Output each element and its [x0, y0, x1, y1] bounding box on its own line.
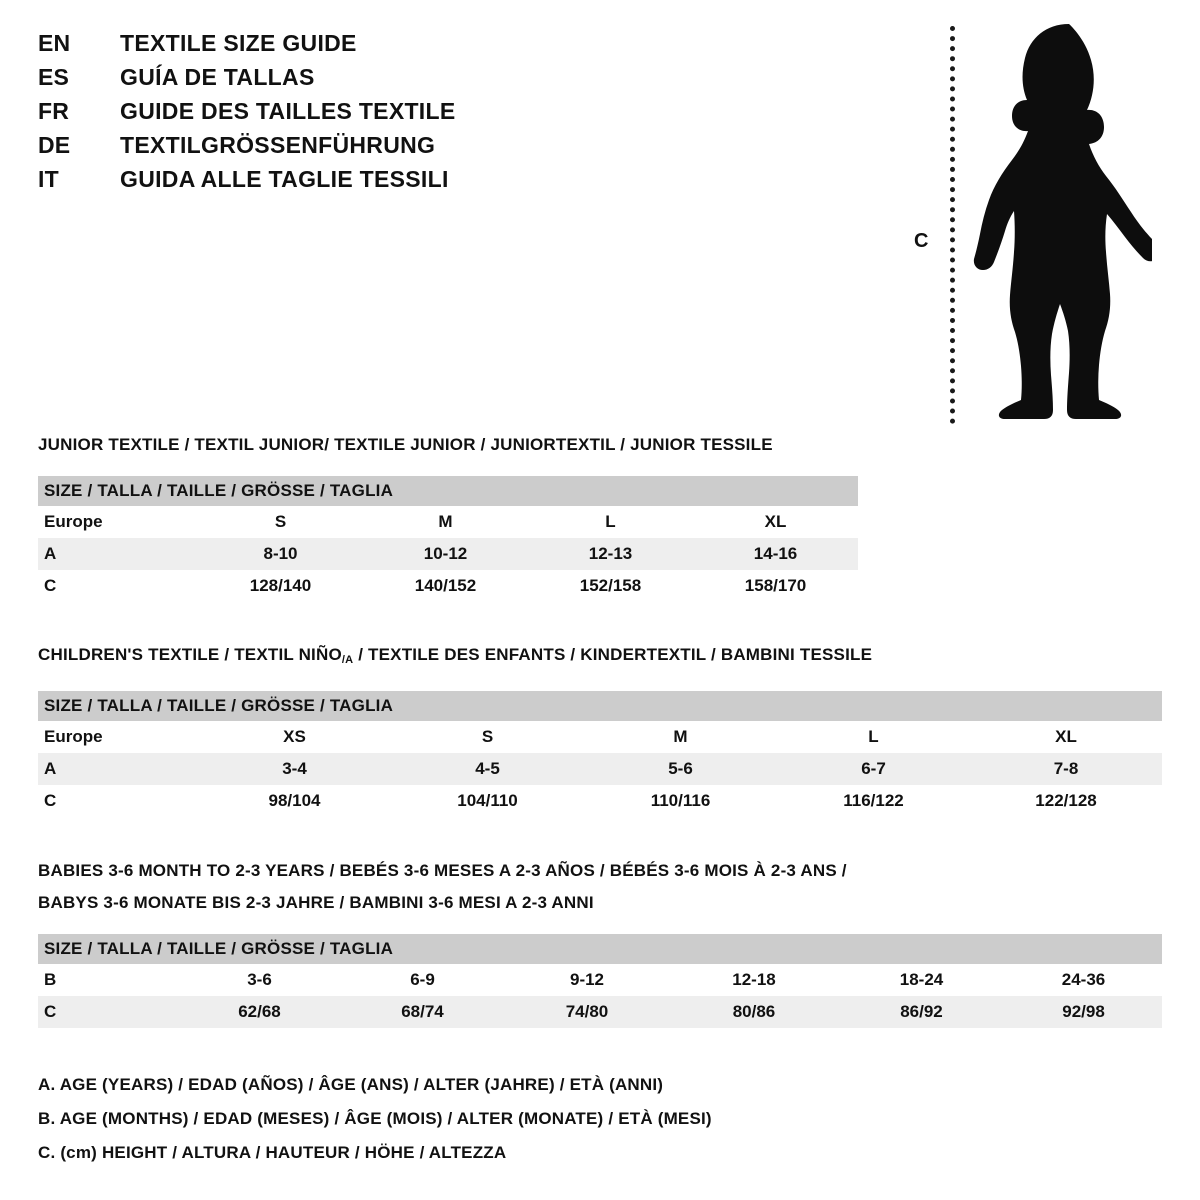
table-children-r2-c2: 110/116 — [584, 785, 777, 817]
table-children-r2-c1: 104/110 — [391, 785, 584, 817]
language-row-de: DE TEXTILGRÖSSENFÜHRUNG — [38, 132, 598, 166]
table-babies: SIZE / TALLA / TAILLE / GRÖSSE / TAGLIA … — [38, 934, 1163, 1028]
table-babies-r1-c5: 92/98 — [1005, 996, 1163, 1028]
table-children-r0-c0: XS — [198, 721, 391, 753]
child-silhouette-icon — [973, 24, 1152, 419]
table-children-r0-c3: L — [777, 721, 970, 753]
table-junior-size-header: SIZE / TALLA / TAILLE / GRÖSSE / TAGLIA — [38, 476, 859, 506]
table-row: Europe S M L XL — [38, 506, 859, 538]
language-title-block: EN TEXTILE SIZE GUIDE ES GUÍA DE TALLAS … — [38, 30, 598, 200]
section-children-textile: CHILDREN'S TEXTILE / TEXTIL NIÑO/A / TEX… — [38, 642, 1163, 817]
table-junior-r2-c2: 152/158 — [528, 570, 693, 602]
section-title-junior: JUNIOR TEXTILE / TEXTIL JUNIOR/ TEXTILE … — [38, 435, 773, 454]
language-row-it: IT GUIDA ALLE TAGLIE TESSILI — [38, 166, 598, 200]
measure-label-c: C — [914, 230, 929, 252]
table-junior-r0-label: Europe — [38, 506, 198, 538]
table-junior-r2-c0: 128/140 — [198, 570, 363, 602]
table-babies-size-header: SIZE / TALLA / TAILLE / GRÖSSE / TAGLIA — [38, 934, 1163, 964]
table-junior-r1-c0: 8-10 — [198, 538, 363, 570]
table-children-size-header-row: SIZE / TALLA / TAILLE / GRÖSSE / TAGLIA — [38, 691, 1163, 721]
legend-block: A. AGE (YEARS) / EDAD (AÑOS) / ÂGE (ANS)… — [38, 1068, 938, 1170]
table-babies-size-header-row: SIZE / TALLA / TAILLE / GRÖSSE / TAGLIA — [38, 934, 1163, 964]
table-junior: SIZE / TALLA / TAILLE / GRÖSSE / TAGLIA … — [38, 476, 859, 602]
table-junior-r1-label: A — [38, 538, 198, 570]
table-babies-r1-c2: 74/80 — [504, 996, 670, 1028]
section-title-children-sub: /A — [341, 654, 354, 666]
table-junior-r1-c1: 10-12 — [363, 538, 528, 570]
table-children-r1-c2: 5-6 — [584, 753, 777, 785]
height-measurement-figure: C — [900, 12, 1170, 424]
table-children-r1-c3: 6-7 — [777, 753, 970, 785]
table-junior-r1-c2: 12-13 — [528, 538, 693, 570]
table-junior-r2-c3: 158/170 — [693, 570, 859, 602]
table-babies-r1-c4: 86/92 — [838, 996, 1005, 1028]
table-babies-r1-c1: 68/74 — [341, 996, 504, 1028]
table-babies-r1-c0: 62/68 — [178, 996, 341, 1028]
table-babies-r0-c0: 3-6 — [178, 964, 341, 996]
section-babies-textile: BABIES 3-6 MONTH TO 2-3 YEARS / BEBÉS 3-… — [38, 858, 1163, 1028]
table-babies-r0-c2: 9-12 — [504, 964, 670, 996]
table-children-r1-label: A — [38, 753, 198, 785]
table-junior-r1-c3: 14-16 — [693, 538, 859, 570]
section-title-babies-line2: BABYS 3-6 MONATE BIS 2-3 JAHRE / BAMBINI… — [38, 893, 594, 912]
table-children-r2-c0: 98/104 — [198, 785, 391, 817]
table-children-r1-c0: 3-4 — [198, 753, 391, 785]
table-babies-r0-c5: 24-36 — [1005, 964, 1163, 996]
table-children-size-header: SIZE / TALLA / TAILLE / GRÖSSE / TAGLIA — [38, 691, 1163, 721]
table-junior-r2-label: C — [38, 570, 198, 602]
language-code-en: EN — [38, 30, 71, 56]
table-row: C 128/140 140/152 152/158 158/170 — [38, 570, 859, 602]
legend-line-a: A. AGE (YEARS) / EDAD (AÑOS) / ÂGE (ANS)… — [38, 1075, 664, 1094]
language-title-fr: GUIDE DES TAILLES TEXTILE — [120, 98, 456, 124]
language-title-it: GUIDA ALLE TAGLIE TESSILI — [120, 166, 449, 192]
table-babies-r1-c3: 80/86 — [670, 996, 838, 1028]
table-row: C 98/104 104/110 110/116 116/122 122/128 — [38, 785, 1163, 817]
table-children-r2-c4: 122/128 — [970, 785, 1163, 817]
language-title-en: TEXTILE SIZE GUIDE — [120, 30, 357, 56]
language-row-es: ES GUÍA DE TALLAS — [38, 64, 598, 98]
language-code-es: ES — [38, 64, 70, 90]
table-junior-r0-c3: XL — [693, 506, 859, 538]
table-junior-r2-c1: 140/152 — [363, 570, 528, 602]
table-junior-size-header-row: SIZE / TALLA / TAILLE / GRÖSSE / TAGLIA — [38, 476, 859, 506]
language-title-es: GUÍA DE TALLAS — [120, 64, 315, 90]
section-junior-textile: JUNIOR TEXTILE / TEXTIL JUNIOR/ TEXTILE … — [38, 432, 859, 602]
table-children-r2-c3: 116/122 — [777, 785, 970, 817]
table-row: A 3-4 4-5 5-6 6-7 7-8 — [38, 753, 1163, 785]
language-code-it: IT — [38, 166, 59, 192]
table-children-r1-c4: 7-8 — [970, 753, 1163, 785]
language-title-de: TEXTILGRÖSSENFÜHRUNG — [120, 132, 436, 158]
table-babies-r1-label: C — [38, 996, 178, 1028]
table-row: C 62/68 68/74 74/80 80/86 86/92 92/98 — [38, 996, 1163, 1028]
table-junior-r0-c0: S — [198, 506, 363, 538]
table-babies-r0-c3: 12-18 — [670, 964, 838, 996]
legend-line-c: C. (cm) HEIGHT / ALTURA / HAUTEUR / HÖHE… — [38, 1143, 507, 1162]
table-children-r0-c2: M — [584, 721, 777, 753]
table-children-r2-label: C — [38, 785, 198, 817]
table-row: Europe XS S M L XL — [38, 721, 1163, 753]
table-row: A 8-10 10-12 12-13 14-16 — [38, 538, 859, 570]
table-babies-r0-c4: 18-24 — [838, 964, 1005, 996]
height-dashed-line — [950, 26, 955, 424]
section-title-children-part2: / TEXTILE DES ENFANTS / KINDERTEXTIL / B… — [353, 645, 873, 664]
table-junior-r0-c2: L — [528, 506, 693, 538]
table-babies-r0-c1: 6-9 — [341, 964, 504, 996]
legend-line-b: B. AGE (MONTHS) / EDAD (MESES) / ÂGE (MO… — [38, 1109, 712, 1128]
section-title-children: CHILDREN'S TEXTILE / TEXTIL NIÑO/A / TEX… — [38, 642, 1162, 673]
section-title-babies-line1: BABIES 3-6 MONTH TO 2-3 YEARS / BEBÉS 3-… — [38, 861, 847, 880]
table-children-r0-label: Europe — [38, 721, 198, 753]
table-babies-r0-label: B — [38, 964, 178, 996]
table-children-r0-c1: S — [391, 721, 584, 753]
table-children-r0-c4: XL — [970, 721, 1163, 753]
section-title-children-part1: CHILDREN'S TEXTILE / TEXTIL NIÑO — [38, 645, 342, 664]
table-children: SIZE / TALLA / TAILLE / GRÖSSE / TAGLIA … — [38, 691, 1163, 817]
language-row-en: EN TEXTILE SIZE GUIDE — [38, 30, 598, 64]
language-code-fr: FR — [38, 98, 70, 124]
table-junior-r0-c1: M — [363, 506, 528, 538]
table-row: B 3-6 6-9 9-12 12-18 18-24 24-36 — [38, 964, 1163, 996]
language-row-fr: FR GUIDE DES TAILLES TEXTILE — [38, 98, 598, 132]
language-code-de: DE — [38, 132, 71, 158]
table-children-r1-c1: 4-5 — [391, 753, 584, 785]
